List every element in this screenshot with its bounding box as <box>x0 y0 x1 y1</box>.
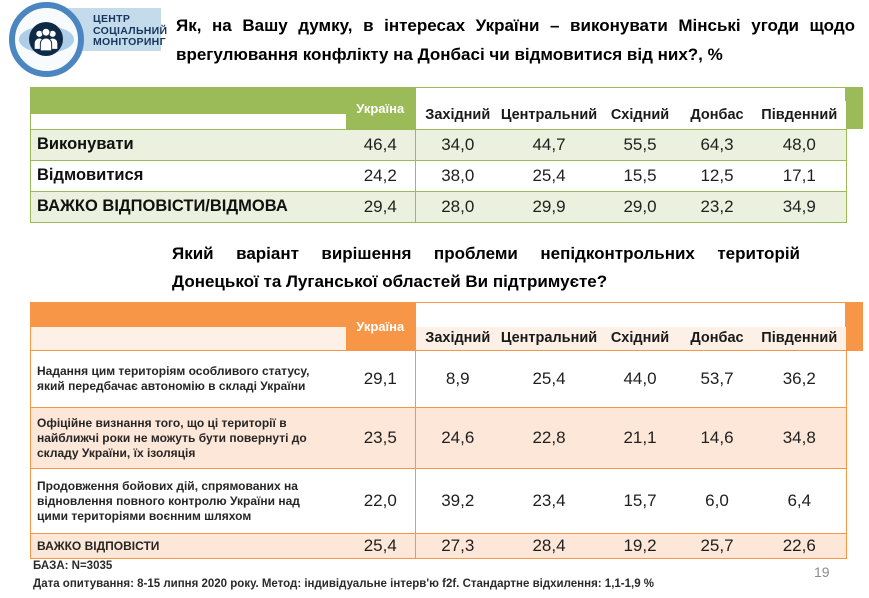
table-cell: 55,5 <box>598 128 682 160</box>
table2-header-edge <box>845 302 863 351</box>
table-cell: 14,6 <box>681 407 753 469</box>
table2-region-group-header: Регіон опитування <box>573 307 689 322</box>
table-cell: 17,1 <box>752 159 847 191</box>
table1-column-header-west: Західний <box>415 101 500 129</box>
table2-column-header-west: Західний <box>415 326 500 351</box>
table-cell: 39,2 <box>415 468 500 534</box>
row-label: ВАЖКО ВІДПОВІСТИ/ВІДМОВА <box>30 190 346 222</box>
table-cell: 34,9 <box>752 190 847 222</box>
table-row: Виконувати 46,4 34,0 44,7 55,5 64,3 48,0 <box>30 128 847 160</box>
logo-text-line: МОНІТОРИНГ <box>93 36 166 48</box>
table2-label-header-cell <box>30 326 346 351</box>
survey-method-note: Дата опитування: 8-15 липня 2020 року. М… <box>33 578 655 590</box>
table-cell: 23,5 <box>345 407 416 469</box>
table1-column-header-east: Східний <box>598 101 682 129</box>
table-row: ВАЖКО ВІДПОВІСТИ 25,4 27,3 28,4 19,2 25,… <box>30 533 847 559</box>
table-cell: 19,2 <box>598 533 682 559</box>
table-cell: 27,3 <box>415 533 500 559</box>
people-group-icon <box>9 2 84 77</box>
table-cell: 8,9 <box>415 350 500 408</box>
table-cell: 25,4 <box>345 533 416 559</box>
table1-label-header-cell <box>30 101 346 129</box>
logo-text-line: ЦЕНТР <box>93 13 131 25</box>
table1-column-header-ukraine: Україна <box>345 87 416 129</box>
table-cell: 46,4 <box>345 128 416 160</box>
table-cell: 29,4 <box>345 190 416 222</box>
table-cell: 53,7 <box>681 350 753 408</box>
table-cell: 25,4 <box>499 159 599 191</box>
table-cell: 21,1 <box>598 407 682 469</box>
table-cell: 64,3 <box>681 128 753 160</box>
table-territories-options: Україна Регіон опитування Західний Центр… <box>30 302 848 559</box>
table-cell: 29,9 <box>499 190 599 222</box>
question-2-title: Який варіант вирішення проблеми непідкон… <box>172 244 800 291</box>
table-row: Офіційне визнання того, що ці території … <box>30 407 847 469</box>
table-cell: 44,0 <box>598 350 682 408</box>
table-cell: 23,2 <box>681 190 753 222</box>
table-cell: 15,5 <box>598 159 682 191</box>
table2-header-row-1: Україна Регіон опитування <box>30 302 847 351</box>
row-label: Продовження бойових дій, спрямованих на … <box>30 468 346 534</box>
row-label: Відмовитися <box>30 159 346 191</box>
table-cell: 28,4 <box>499 533 599 559</box>
page-number: 19 <box>814 564 830 580</box>
logo-text: ЦЕНТР СОЦІАЛЬНИЙ МОНІТОРИНГ <box>93 13 168 49</box>
table-cell: 12,5 <box>681 159 753 191</box>
table-cell: 29,0 <box>598 190 682 222</box>
table2-column-header-south: Південний <box>752 326 847 351</box>
people-icon <box>29 22 63 56</box>
table-row: Продовження бойових дій, спрямованих на … <box>30 468 847 534</box>
logo-text-line: СОЦІАЛЬНИЙ <box>93 24 168 37</box>
table1-column-header-donbas: Донбас <box>681 101 753 129</box>
table-cell: 24,2 <box>345 159 416 191</box>
table-cell: 28,0 <box>415 190 500 222</box>
table-cell: 25,4 <box>499 350 599 408</box>
table-cell: 25,7 <box>681 533 753 559</box>
table-row: ВАЖКО ВІДПОВІСТИ/ВІДМОВА 29,4 28,0 29,9 … <box>30 190 847 222</box>
table-row: Надання цим територіям особливого статус… <box>30 350 847 408</box>
table-cell: 6,4 <box>752 468 847 534</box>
table-cell: 44,7 <box>499 128 599 160</box>
table1-header-row-1: Україна Регіон опитування <box>30 87 847 129</box>
table1-region-group-header: Регіон опитування <box>575 87 687 101</box>
table2-column-header-donbas: Донбас <box>681 326 753 351</box>
table-cell: 48,0 <box>752 128 847 160</box>
row-label: Виконувати <box>30 128 346 160</box>
table-cell: 36,2 <box>752 350 847 408</box>
table1-header-row-2: Західний Центральний Східний Донбас Півд… <box>30 101 847 129</box>
table-cell: 6,0 <box>681 468 753 534</box>
table-cell: 15,7 <box>598 468 682 534</box>
table-cell: 22,0 <box>345 468 416 534</box>
table-cell: 34,0 <box>415 128 500 160</box>
table-cell: 38,0 <box>415 159 500 191</box>
table1-corner-cell <box>30 87 346 101</box>
table2-column-header-east: Східний <box>598 326 682 351</box>
table1-header-edge <box>845 87 863 129</box>
table-cell: 22,8 <box>499 407 599 469</box>
table-row: Відмовитися 24,2 38,0 25,4 15,5 12,5 17,… <box>30 159 847 191</box>
table2-column-header-ukraine: Україна <box>345 302 416 351</box>
table-cell: 34,8 <box>752 407 847 469</box>
table2-header-row-2: Західний Центральний Східний Донбас Півд… <box>30 326 847 351</box>
table-cell: 29,1 <box>345 350 416 408</box>
table-cell: 22,6 <box>752 533 847 559</box>
table1-column-header-south: Південний <box>752 101 847 129</box>
question-1-title: Як, на Вашу думку, в інтересах України –… <box>176 16 855 64</box>
row-label: ВАЖКО ВІДПОВІСТИ <box>30 533 346 559</box>
table2-column-header-central: Центральний <box>499 326 599 351</box>
row-label: Офіційне визнання того, що ці території … <box>30 407 346 469</box>
table-cell: 24,6 <box>415 407 500 469</box>
row-label: Надання цим територіям особливого статус… <box>30 350 346 408</box>
table-cell: 23,4 <box>499 468 599 534</box>
table1-column-header-central: Центральний <box>499 101 599 129</box>
sample-base-note: БАЗА: N=3035 <box>33 560 113 572</box>
table2-corner-cell <box>30 302 346 327</box>
table-minsk-agreements: Україна Регіон опитування Західний Центр… <box>30 87 848 223</box>
